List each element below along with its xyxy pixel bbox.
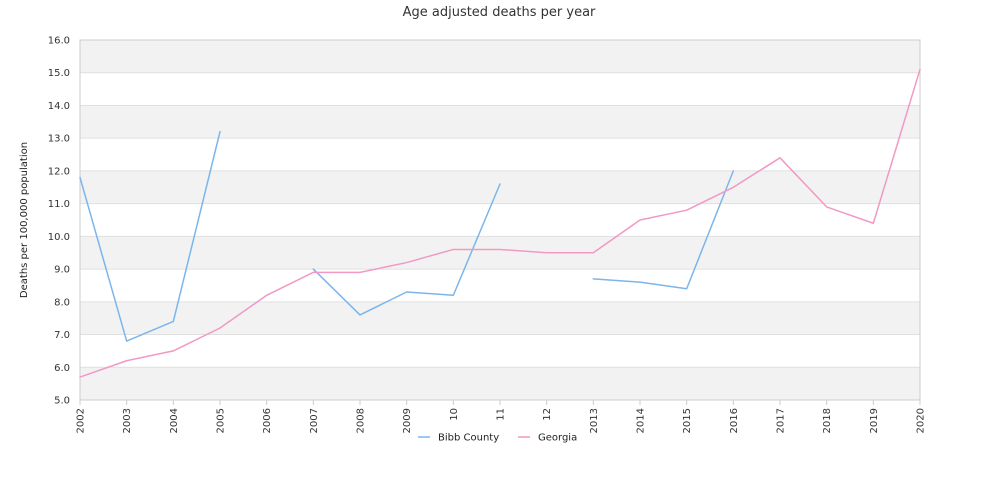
y-axis-ticks: 5.0 6.0 7.0 8.0 9.0 10.0 11.0 12.0 13.0 14.0 15.0 1… [48,36,70,407]
grid-band [80,269,920,302]
y-tick-label: 15.0 [48,68,70,79]
data-point [359,271,362,274]
data-point [779,156,782,159]
x-tick-label: 11 [496,408,507,421]
x-tick-label: 10 [449,408,460,421]
data-point [265,294,268,297]
grid-band [80,105,920,139]
data-point [172,349,175,352]
data-point [405,261,408,264]
x-tick-label: 2006 [262,408,273,433]
y-tick-label: 11.0 [48,199,70,210]
series-1 [79,68,922,379]
x-tick-label: 2004 [169,408,180,433]
data-point [545,251,548,254]
series-line [79,130,735,342]
data-point [405,291,408,294]
x-tick-label: 2002 [76,408,87,433]
data-point [592,251,595,254]
grid-bands [80,40,920,400]
data-point [919,68,922,71]
data-point [685,209,688,212]
data-point [452,248,455,251]
grid-band [80,138,920,171]
data-point [359,313,362,316]
x-tick-label: 12 [542,408,553,421]
x-tick-label: 2013 [589,408,600,433]
legend-item[interactable]: Georgia [518,433,577,444]
data-point [125,340,128,343]
x-tick-label: 2014 [636,408,647,433]
data-point [312,268,315,271]
data-point [825,205,828,208]
grid-band [80,203,920,237]
y-tick-label: 12.0 [48,166,70,177]
grid-lines [80,39,920,401]
x-tick-label: 2003 [122,408,133,433]
x-axis-ticks: 2002 2003 2004 2005 2006 2007 2008 2009 10 11 12 20… [76,400,927,433]
x-tick-label: 2007 [309,408,320,433]
grid-band [80,40,920,73]
data-point [125,359,128,362]
data-point [732,169,735,172]
data-point [79,376,82,379]
data-point [732,186,735,189]
data-point [592,277,595,280]
x-tick-label: 2020 [916,408,927,433]
y-tick-label: 7.0 [54,330,70,341]
data-point [499,183,502,186]
y-tick-label: 14.0 [48,101,70,112]
data-point [312,271,315,274]
series-line [79,68,921,378]
grid-band [80,301,920,335]
grid-band [80,236,920,270]
y-tick-label: 10.0 [48,232,70,243]
series-lines [79,68,922,379]
data-point [219,130,222,133]
x-tick-label: 2019 [869,408,880,433]
series-0 [79,130,735,342]
x-tick-label: 2015 [682,408,693,433]
x-tick-label: 2017 [776,408,787,433]
legend-label: Bibb County [438,433,499,444]
data-point [452,294,455,297]
x-tick-label: 2008 [356,408,367,433]
grid-band [80,170,920,204]
grid-band [80,367,920,400]
data-point [639,281,642,284]
x-tick-label: 2009 [402,408,413,433]
grid-band [80,72,920,106]
legend: Bibb County Georgia [418,433,577,444]
y-axis-label: Deaths per 100,000 population [19,142,30,298]
x-tick-label: 2005 [216,408,227,433]
y-tick-label: 9.0 [54,265,70,276]
legend-item[interactable]: Bibb County [418,433,499,444]
y-tick-label: 5.0 [54,396,70,407]
y-tick-label: 13.0 [48,134,70,145]
x-tick-label: 2016 [729,408,740,433]
data-point [685,287,688,290]
grid-band [80,334,920,368]
data-point [172,320,175,323]
legend-label: Georgia [538,433,577,444]
chart-title: Age adjusted deaths per year [403,5,596,20]
y-tick-label: 6.0 [54,363,70,374]
data-point [79,176,82,179]
y-tick-label: 8.0 [54,297,70,308]
y-tick-label: 16.0 [48,36,70,47]
data-point [499,248,502,251]
data-point [219,327,222,330]
x-tick-label: 2018 [822,408,833,433]
data-point [639,219,642,222]
data-point [872,222,875,225]
